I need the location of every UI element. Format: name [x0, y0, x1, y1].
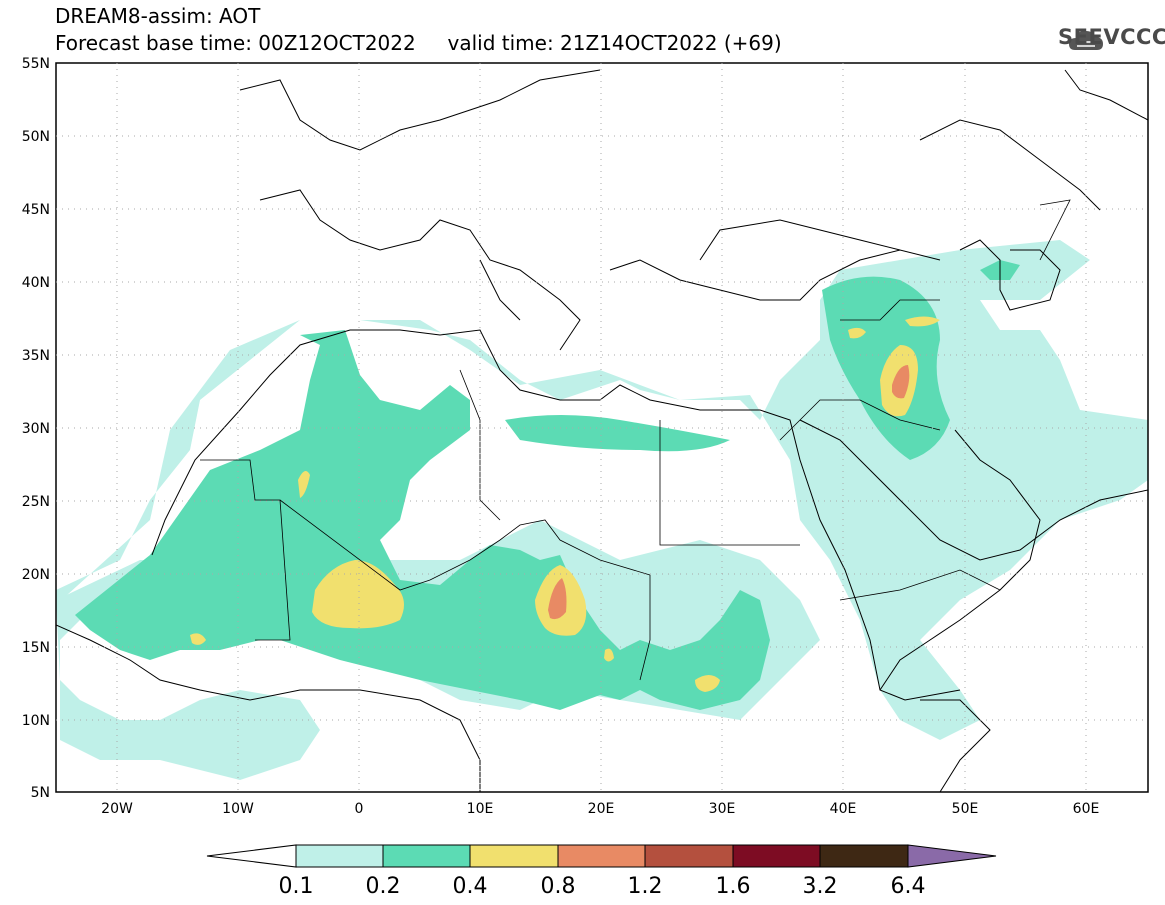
lat-tick-label: 35N [22, 348, 50, 364]
colorbar-segment [469, 844, 559, 868]
lat-tick-label: 50N [22, 129, 50, 145]
lon-tick-label: 10W [222, 801, 254, 817]
colorbar-segment [819, 844, 909, 868]
lon-tick-label: 20W [101, 801, 133, 817]
map-title: DREAM8-assim: AOT [55, 4, 261, 28]
lon-tick-label: 30E [709, 801, 736, 817]
colorbar-label: 1.2 [628, 874, 663, 899]
lat-tick-label: 15N [22, 640, 50, 656]
colorbar-segment [295, 844, 384, 868]
lon-tick-label: 20E [588, 801, 615, 817]
lat-tick-label: 10N [22, 713, 50, 729]
aot-shading [56, 240, 1148, 780]
colorbar-label: 0.4 [453, 874, 488, 899]
colorbar [206, 844, 997, 868]
colorbar-segment [644, 844, 734, 868]
lon-tick-label: 10E [467, 801, 494, 817]
lat-tick-label: 30N [22, 421, 50, 437]
lat-tick-label: 5N [31, 785, 50, 801]
colorbar-label: 0.2 [366, 874, 401, 899]
cloud-icon [1069, 30, 1103, 50]
lon-tick-label: 60E [1073, 801, 1100, 817]
colorbar-high-arrow [907, 844, 997, 868]
colorbar-segment [732, 844, 821, 868]
lat-tick-label: 40N [22, 275, 50, 291]
colorbar-label: 0.8 [541, 874, 576, 899]
lon-tick-label: 40E [830, 801, 857, 817]
colorbar-low-arrow [206, 844, 297, 868]
lat-axis: 55N 50N 45N 40N 35N 30N 25N 20N 15N 10N … [22, 56, 50, 801]
colorbar-segment [382, 844, 471, 868]
lon-tick-label: 50E [952, 801, 979, 817]
forecast-times: Forecast base time: 00Z12OCT2022 valid t… [55, 31, 782, 55]
colorbar-labels: 0.1 0.2 0.4 0.8 1.2 1.6 3.2 6.4 [279, 874, 926, 899]
country-borders [200, 199, 1071, 681]
graticule [56, 63, 1148, 792]
colorbar-segment [557, 844, 646, 868]
logo-text: SEEVCCC [1058, 25, 1165, 49]
coastlines [56, 69, 1148, 792]
lat-tick-label: 20N [22, 567, 50, 583]
colorbar-label: 3.2 [803, 874, 838, 899]
lon-axis: 20W 10W 0 10E 20E 30E 40E 50E 60E [101, 801, 1099, 817]
lat-tick-label: 25N [22, 494, 50, 510]
lon-tick-label: 0 [355, 801, 364, 817]
lat-tick-label: 45N [22, 202, 50, 218]
lat-tick-label: 55N [22, 56, 50, 72]
colorbar-label: 0.1 [279, 874, 314, 899]
colorbar-label: 6.4 [891, 874, 926, 899]
colorbar-label: 1.6 [716, 874, 751, 899]
